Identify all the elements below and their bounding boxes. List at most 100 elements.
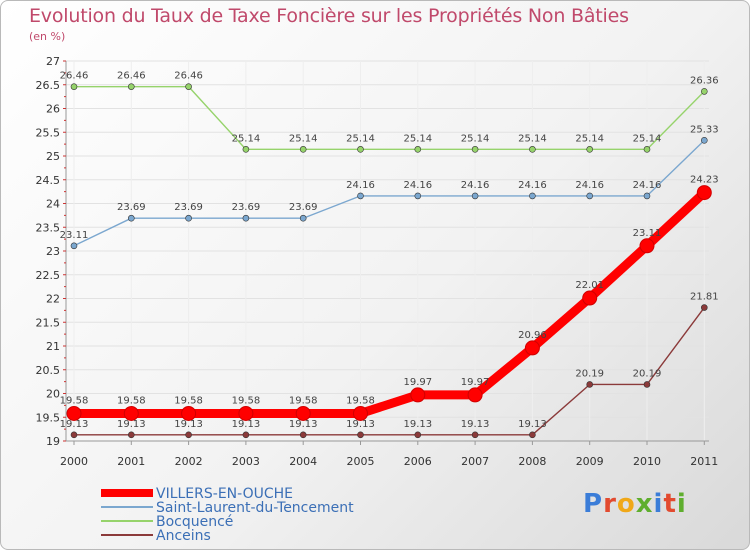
data-point — [123, 405, 139, 421]
data-label: 20.96 — [518, 330, 547, 341]
data-label: 19.13 — [232, 419, 261, 430]
data-point — [700, 88, 708, 95]
data-point — [70, 242, 78, 250]
data-label: 24.16 — [461, 180, 490, 191]
y-tick-label: 25.5 — [36, 126, 61, 139]
data-point — [128, 214, 135, 222]
data-point — [471, 146, 479, 153]
data-point — [70, 83, 78, 90]
data-label: 19.58 — [174, 395, 203, 406]
logo-letter: i — [676, 489, 687, 519]
data-label: 19.58 — [289, 395, 318, 406]
x-tick-label: 2000 — [60, 455, 88, 468]
data-point — [128, 83, 135, 90]
data-point — [467, 387, 483, 403]
data-label: 25.14 — [346, 133, 375, 144]
logo-letter: t — [663, 489, 677, 519]
series-group — [66, 83, 712, 439]
data-label: 23.69 — [232, 202, 261, 213]
data-label: 19.58 — [346, 395, 375, 406]
data-point — [586, 146, 594, 153]
data-label: 25.14 — [633, 133, 662, 144]
data-label: 25.14 — [575, 133, 604, 144]
data-label: 19.13 — [289, 419, 318, 430]
y-tick-label: 24 — [46, 198, 60, 211]
x-tick-label: 2001 — [117, 455, 145, 468]
data-point — [700, 137, 708, 144]
data-label: 20.19 — [633, 368, 662, 379]
data-label: 19.97 — [403, 377, 432, 388]
data-point — [529, 192, 536, 200]
chart-unit-label: (en %) — [29, 30, 66, 43]
data-label: 26.46 — [60, 71, 89, 82]
series-line-3 — [73, 306, 705, 436]
logo-letter: x — [635, 489, 654, 519]
data-point — [357, 192, 364, 200]
y-tick-label: 21.5 — [36, 316, 61, 329]
data-point — [181, 405, 197, 421]
grid — [66, 60, 709, 442]
data-label: 24.16 — [346, 180, 375, 191]
data-point — [696, 185, 712, 201]
y-tick-label: 20.5 — [36, 364, 61, 377]
data-point — [414, 192, 422, 200]
data-label: 19.97 — [461, 377, 490, 388]
data-label: 26.46 — [174, 71, 203, 82]
y-tick-label: 19.5 — [36, 411, 61, 424]
data-labels: 26.46 26.46 26.46 25.14 25.14 25.14 25.14 25.14… — [60, 71, 719, 430]
data-point — [643, 381, 651, 388]
data-point — [357, 431, 364, 439]
y-tick-label: 22 — [46, 293, 60, 306]
data-label: 23.69 — [117, 202, 146, 213]
y-tick-label: 26 — [46, 103, 60, 116]
y-tick-label: 23 — [46, 245, 60, 258]
data-label: 19.13 — [403, 419, 432, 430]
data-point — [471, 192, 479, 200]
data-label: 19.13 — [518, 419, 547, 430]
data-label: 25.14 — [461, 133, 490, 144]
data-point — [524, 340, 540, 356]
x-tick-label: 2011 — [690, 455, 718, 468]
series-line-0 — [69, 188, 709, 418]
data-label: 23.69 — [289, 202, 318, 213]
data-point — [471, 431, 479, 439]
logo-letter: r — [603, 489, 617, 519]
x-tick-label: 2008 — [518, 455, 546, 468]
y-tick-label: 21 — [46, 340, 60, 353]
data-point — [185, 431, 192, 439]
data-point — [238, 405, 254, 421]
data-point — [295, 405, 311, 421]
data-point — [242, 146, 250, 153]
y-axis: 19 19.5 20 20.5 21 21.5 22 22.5 23 23.5 24 24.5 25 25… — [36, 55, 709, 448]
data-label: 23.11 — [633, 228, 662, 239]
x-axis: 2000 2001 2002 2003 2004 2005 2006 2007 2008 2009… — [60, 441, 718, 468]
series-line-1 — [73, 139, 705, 247]
x-tick-label: 2009 — [576, 455, 604, 468]
data-label: 24.16 — [518, 180, 547, 191]
x-tick-label: 2007 — [461, 455, 489, 468]
data-label: 26.36 — [690, 75, 719, 86]
data-point — [414, 431, 422, 439]
data-point — [586, 381, 594, 388]
data-label: 25.14 — [289, 133, 318, 144]
y-tick-label: 23.5 — [36, 221, 61, 234]
data-label: 19.58 — [60, 395, 89, 406]
data-point — [353, 405, 368, 421]
y-tick-label: 27 — [46, 55, 60, 68]
data-point — [185, 83, 192, 90]
proxiti-logo: Proxiti — [583, 489, 687, 519]
data-label: 23.69 — [174, 202, 203, 213]
logo-letter: P — [583, 489, 604, 519]
series-line-2 — [73, 85, 705, 151]
logo-letter: i — [653, 489, 664, 519]
data-label: 24.23 — [690, 175, 719, 186]
x-tick-label: 2003 — [232, 455, 260, 468]
data-label: 23.11 — [60, 230, 89, 241]
data-label: 25.33 — [690, 124, 719, 135]
legend-label: Saint-Laurent-du-Tencement — [156, 500, 354, 516]
data-point — [357, 146, 364, 153]
x-tick-label: 2002 — [175, 455, 203, 468]
x-tick-label: 2005 — [347, 455, 375, 468]
